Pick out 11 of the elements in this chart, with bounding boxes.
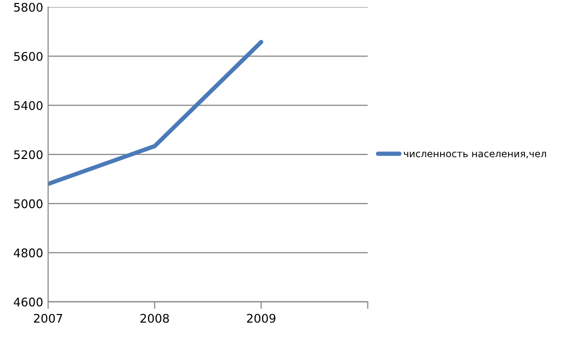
y-tick-label: 4800 xyxy=(14,248,42,258)
legend-label: численность населения,чел xyxy=(404,152,546,158)
x-tick-label: 2007 xyxy=(34,314,62,323)
y-tick-label: 5200 xyxy=(14,150,42,160)
x-tick-label: 2009 xyxy=(247,314,276,323)
y-tick-label: 4600 xyxy=(14,298,42,306)
y-tick-label: 5800 xyxy=(14,2,42,12)
y-tick-label: 5400 xyxy=(14,101,42,110)
y-tick-label: 5600 xyxy=(14,52,42,61)
y-tick-label: 5000 xyxy=(14,199,42,208)
x-tick-label: 2008 xyxy=(140,314,169,323)
